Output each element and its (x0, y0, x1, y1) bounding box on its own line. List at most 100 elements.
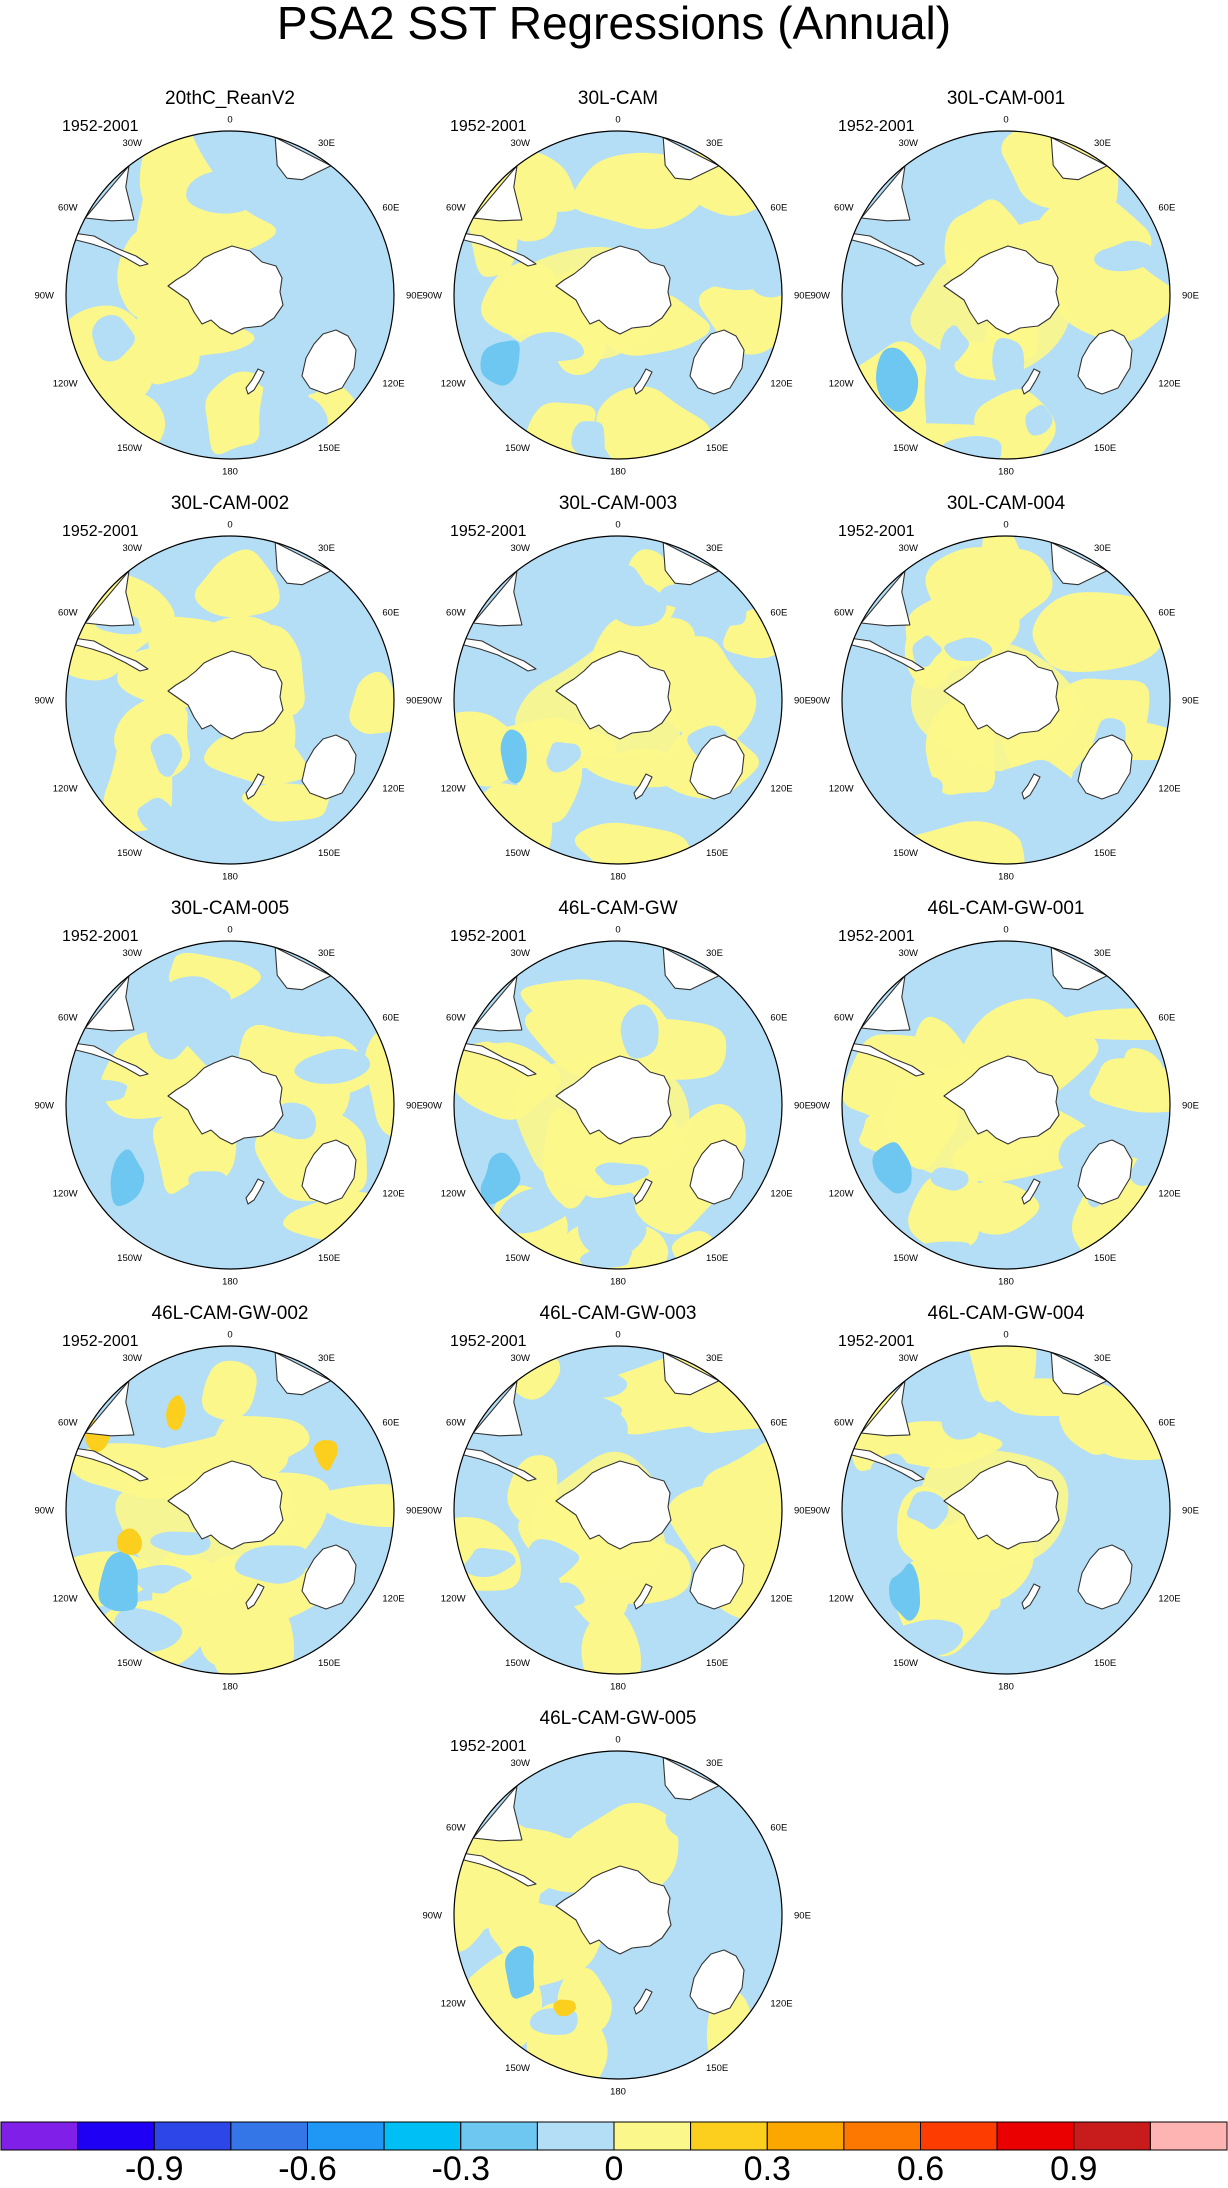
south-america-landmass (84, 570, 135, 627)
longitude-label: 60W (58, 1418, 78, 1429)
longitude-label: 30E (706, 138, 723, 149)
map-boundary (453, 1345, 783, 1675)
map-panel: 30L-CAM-005 1952-2001 0 30E 60E 90E 120E 150E 18… (34, 898, 424, 1288)
australia-landmass (301, 734, 357, 800)
panel-title: 46L-CAM-GW-004 (927, 1303, 1085, 1324)
polar-map: 0 30E 60E 90E 120E 150E 180 150W 120W 90W 60W 30W (34, 1330, 422, 1693)
new-zealand-landmass (245, 1583, 265, 1610)
longitude-label: 90W (422, 1506, 442, 1517)
longitude-label: 90E (406, 291, 423, 302)
new-zealand-landmass (633, 1178, 653, 1205)
south-america-landmass (472, 1785, 523, 1842)
colorbar-swatch (996, 2121, 1075, 2151)
negative-anomaly-region (234, 1545, 308, 1584)
longitude-label: 60E (382, 608, 399, 619)
longitude-label: 150W (893, 1253, 918, 1264)
longitude-label: 150E (318, 1658, 340, 1669)
south-america-landmass (84, 165, 135, 222)
longitude-label: 150E (318, 1253, 340, 1264)
longitude-label: 120E (1158, 379, 1180, 390)
negative-anomaly-region (579, 1248, 633, 1269)
panel-period: 1952-2001 (450, 523, 527, 540)
longitude-label: 0 (1003, 1330, 1008, 1341)
longitude-label: 150W (505, 1658, 530, 1669)
longitude-label: 60E (770, 1823, 787, 1834)
positive-anomaly-region (702, 1440, 782, 1552)
new-zealand-landmass (245, 1178, 265, 1205)
map-boundary (453, 535, 783, 865)
longitude-label: 30W (898, 543, 918, 554)
longitude-label: 120W (441, 784, 466, 795)
strong-negative-region (110, 1149, 145, 1207)
negative-anomaly-region (940, 325, 969, 363)
longitude-label: 150W (893, 848, 918, 859)
longitude-label: 30W (510, 1353, 530, 1364)
longitude-label: 30E (318, 1353, 335, 1364)
longitude-label: 120W (829, 784, 854, 795)
negative-anomaly-region (546, 741, 581, 773)
map-boundary (841, 535, 1171, 865)
negative-anomaly-region (699, 1848, 771, 1887)
africa-landmass (662, 1756, 720, 1801)
australia-landmass (1077, 734, 1133, 800)
antarctica-landmass (555, 245, 672, 335)
australia-landmass (689, 329, 745, 395)
longitude-label: 150E (1094, 1658, 1116, 1669)
negative-anomaly-region (186, 170, 257, 214)
longitude-label: 120E (770, 784, 792, 795)
longitude-label: 90W (422, 1101, 442, 1112)
longitude-label: 120E (770, 1594, 792, 1605)
longitude-label: 30E (1094, 948, 1111, 959)
antarctica-landmass (555, 650, 672, 740)
panel-period: 1952-2001 (450, 928, 527, 945)
negative-anomaly-region (570, 1395, 623, 1422)
longitude-label: 90E (1182, 291, 1199, 302)
map-panel: 30L-CAM-001 1952-2001 0 30E 60E 90E 120E 150E 18… (810, 88, 1200, 478)
antarctica-landmass (167, 650, 284, 740)
longitude-label: 180 (998, 1682, 1014, 1693)
antarctica-landmass (555, 1460, 672, 1550)
antarctica-landmass (943, 650, 1060, 740)
negative-anomaly-region (571, 421, 605, 459)
colorbar-swatches (0, 2121, 1228, 2151)
negative-anomaly-region (1087, 786, 1122, 831)
new-zealand-landmass (1021, 1583, 1041, 1610)
longitude-label: 180 (222, 1682, 238, 1693)
negative-anomaly-region (890, 775, 943, 822)
polar-map: 0 30E 60E 90E 120E 150E 180 150W 120W 90W 60W 30W (34, 520, 422, 883)
strong-negative-region (876, 347, 919, 412)
positive-anomaly-region (136, 169, 195, 285)
colorbar-tick-label: -0.6 (278, 2150, 337, 2188)
polar-map: 0 30E 60E 90E 120E 150E 180 150W 120W 90W 60W 30W (422, 115, 810, 478)
longitude-label: 0 (615, 925, 620, 936)
longitude-label: 0 (1003, 520, 1008, 531)
longitude-label: 150W (117, 443, 142, 454)
longitude-label: 150E (1094, 848, 1116, 859)
africa-landmass (1050, 541, 1108, 586)
australia-landmass (301, 1544, 357, 1610)
longitude-label: 60E (770, 1013, 787, 1024)
longitude-label: 90W (34, 1101, 54, 1112)
polar-map: 0 30E 60E 90E 120E 150E 180 150W 120W 90W 60W 30W (810, 925, 1198, 1288)
longitude-label: 60W (834, 1013, 854, 1024)
longitude-label: 150E (706, 1253, 728, 1264)
longitude-label: 150E (318, 848, 340, 859)
longitude-label: 180 (610, 467, 626, 478)
longitude-label: 120E (382, 1594, 404, 1605)
longitude-label: 30W (898, 1353, 918, 1364)
longitude-label: 0 (615, 115, 620, 126)
panel-period: 1952-2001 (838, 523, 915, 540)
strong-negative-region (872, 1142, 912, 1194)
longitude-label: 150W (117, 1253, 142, 1264)
positive-anomaly-region (980, 536, 1025, 623)
south-america-landmass (860, 975, 911, 1032)
antarctica-landmass (943, 245, 1060, 335)
negative-anomaly-region (188, 1171, 227, 1191)
africa-landmass (1050, 1351, 1108, 1396)
longitude-label: 30W (122, 543, 142, 554)
strong-negative-region (500, 729, 527, 784)
negative-anomaly-region (912, 635, 942, 667)
colorbar-swatch (383, 2121, 462, 2151)
positive-anomaly-region (574, 822, 693, 864)
longitude-label: 120W (53, 1189, 78, 1200)
